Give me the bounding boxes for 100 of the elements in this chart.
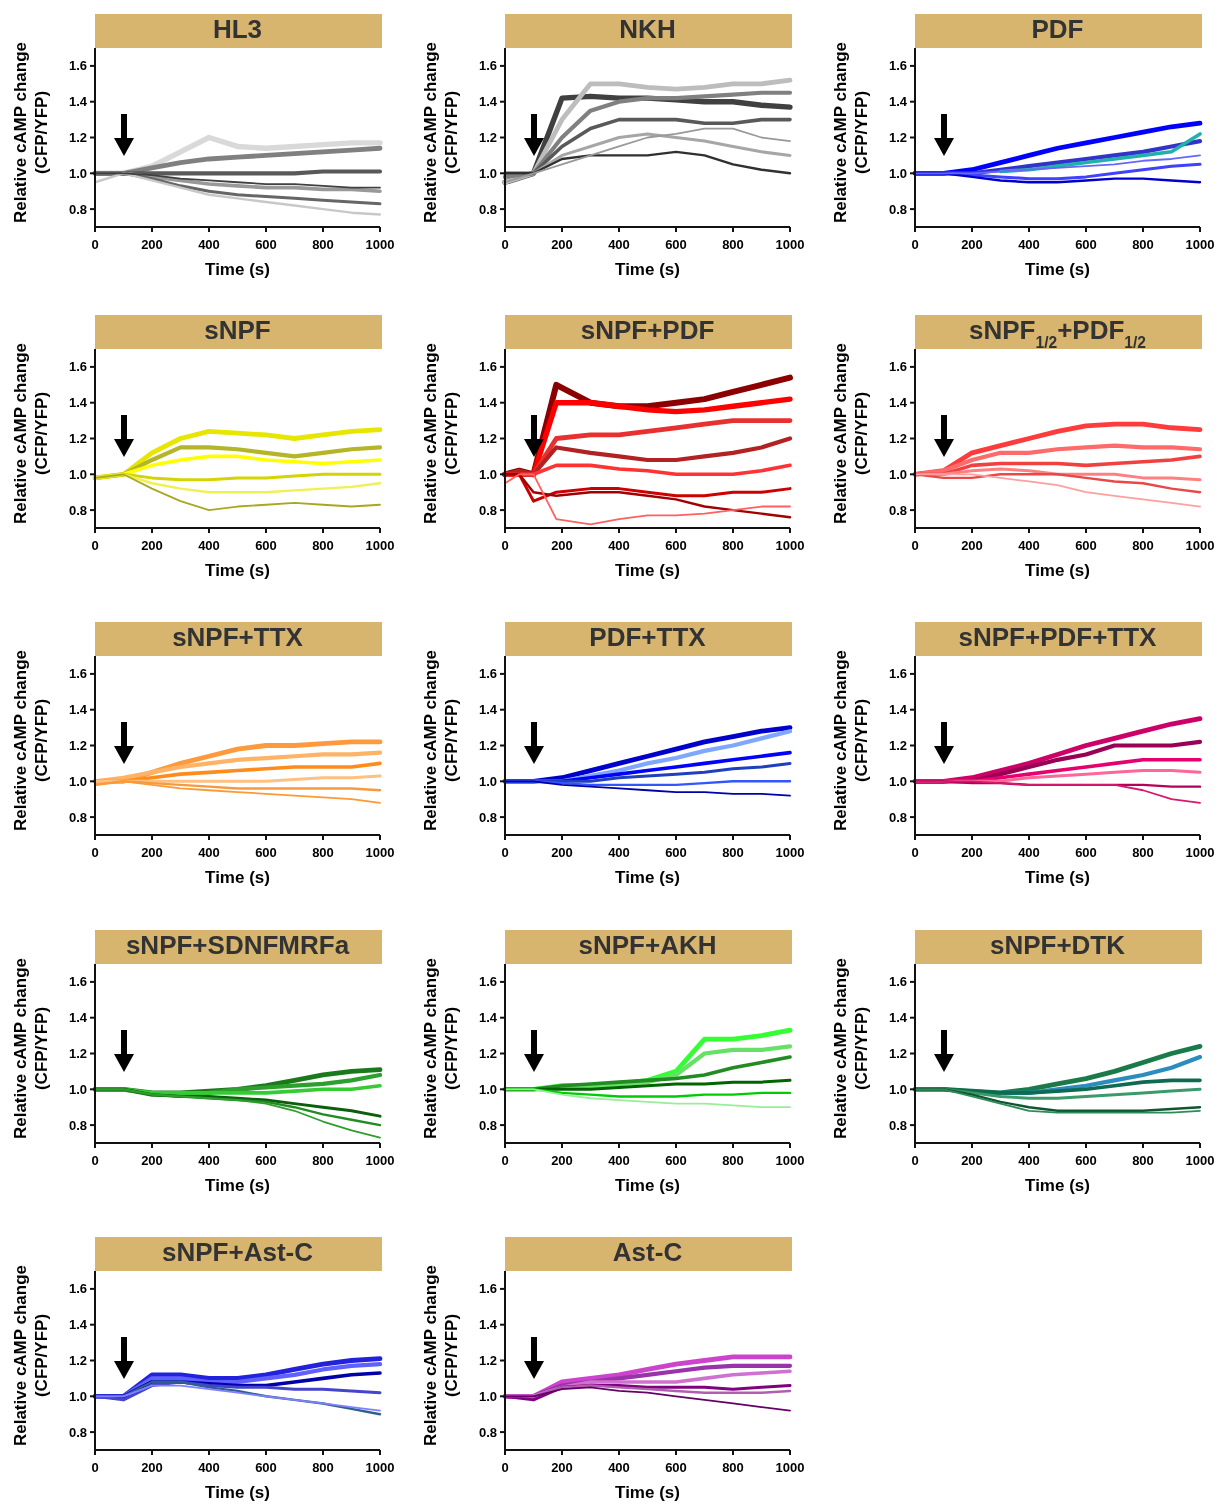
y-tick-label: 1.0 bbox=[478, 466, 497, 482]
y-tick-label: 0.8 bbox=[68, 502, 87, 518]
chart-title: sNPF$_{1/2}$+PDF$_{1/2}$ bbox=[968, 315, 1147, 351]
y-axis-title: Relative cAMP change (CFP/YFP) bbox=[421, 649, 461, 832]
y-tick-label: 0.8 bbox=[478, 502, 497, 518]
x-tick-label: 1000 bbox=[775, 538, 805, 553]
y-tick-label: 0.8 bbox=[888, 809, 907, 825]
x-tick-label: 400 bbox=[198, 845, 220, 860]
x-tick-label: 400 bbox=[608, 1153, 630, 1168]
y-tick-label: 1.4 bbox=[478, 1317, 498, 1333]
x-tick-label: 1000 bbox=[1185, 845, 1215, 860]
x-tick-label: 1000 bbox=[365, 1460, 395, 1475]
y-tick-label: 0.8 bbox=[888, 1117, 907, 1133]
x-tick-label: 800 bbox=[722, 1460, 744, 1475]
x-tick-label: 600 bbox=[1075, 237, 1097, 252]
y-tick-label: 1.0 bbox=[478, 773, 497, 789]
y-tick-label: 0.8 bbox=[478, 809, 497, 825]
y-tick-label: 1.6 bbox=[478, 974, 497, 990]
x-tick-label: 0 bbox=[91, 845, 99, 860]
x-axis-title: Time (s) bbox=[615, 1176, 680, 1195]
y-tick-label: 1.4 bbox=[68, 1317, 88, 1333]
x-tick-label: 0 bbox=[91, 237, 99, 252]
y-tick-label: 0.8 bbox=[478, 1117, 497, 1133]
y-axis-title: Relative cAMP change (CFP/YFP) bbox=[11, 41, 51, 224]
y-tick-label: 1.4 bbox=[68, 702, 88, 718]
y-tick-label: 1.6 bbox=[68, 1281, 87, 1297]
x-tick-label: 600 bbox=[665, 538, 687, 553]
x-tick-label: 600 bbox=[665, 237, 687, 252]
chart-title: NKH bbox=[619, 14, 676, 44]
chart-title: sNPF+TTX bbox=[172, 622, 304, 652]
chart-title: sNPF+PDF+TTX bbox=[958, 622, 1158, 652]
y-tick-label: 1.2 bbox=[68, 1353, 87, 1368]
x-tick-label: 400 bbox=[198, 1153, 220, 1168]
y-tick-label: 1.2 bbox=[478, 1353, 497, 1368]
x-axis-title: Time (s) bbox=[615, 868, 680, 887]
y-tick-label: 1.2 bbox=[888, 738, 907, 753]
y-axis-title: Relative cAMP change (CFP/YFP) bbox=[831, 957, 871, 1140]
y-tick-label: 0.8 bbox=[68, 809, 87, 825]
x-tick-label: 0 bbox=[91, 1460, 99, 1475]
x-tick-label: 800 bbox=[1132, 538, 1154, 553]
x-tick-label: 200 bbox=[141, 538, 163, 553]
x-tick-label: 600 bbox=[665, 1153, 687, 1168]
x-tick-label: 800 bbox=[1132, 237, 1154, 252]
x-tick-label: 600 bbox=[665, 845, 687, 860]
x-axis-title: Time (s) bbox=[205, 561, 270, 580]
y-tick-label: 1.0 bbox=[478, 1081, 497, 1097]
y-tick-label: 1.4 bbox=[478, 1010, 498, 1026]
x-axis-title: Time (s) bbox=[1025, 260, 1090, 279]
x-tick-label: 800 bbox=[312, 237, 334, 252]
y-tick-label: 1.2 bbox=[68, 431, 87, 446]
x-tick-label: 1000 bbox=[365, 845, 395, 860]
y-axis-title: Relative cAMP change (CFP/YFP) bbox=[421, 342, 461, 525]
y-tick-label: 1.4 bbox=[68, 94, 88, 110]
chart-title: sNPF bbox=[204, 315, 271, 345]
chart-title: HL3 bbox=[212, 14, 263, 44]
y-tick-label: 1.0 bbox=[68, 165, 87, 181]
x-tick-label: 600 bbox=[665, 1460, 687, 1475]
y-tick-label: 1.6 bbox=[68, 359, 87, 375]
x-tick-label: 400 bbox=[1018, 538, 1040, 553]
x-tick-label: 0 bbox=[911, 538, 919, 553]
chart-title: PDF+TTX bbox=[589, 622, 707, 652]
x-tick-label: 600 bbox=[255, 237, 277, 252]
x-tick-label: 200 bbox=[961, 845, 983, 860]
x-tick-label: 400 bbox=[608, 1460, 630, 1475]
chart-title: PDF bbox=[1031, 14, 1084, 44]
x-tick-label: 0 bbox=[911, 237, 919, 252]
x-tick-label: 200 bbox=[141, 237, 163, 252]
y-tick-label: 1.2 bbox=[888, 1046, 907, 1061]
x-axis-title: Time (s) bbox=[615, 1483, 680, 1502]
y-tick-label: 1.4 bbox=[478, 395, 498, 411]
x-tick-label: 1000 bbox=[365, 538, 395, 553]
x-tick-label: 400 bbox=[198, 538, 220, 553]
x-tick-label: 800 bbox=[312, 1153, 334, 1168]
x-axis-title: Time (s) bbox=[615, 561, 680, 580]
y-tick-label: 1.0 bbox=[68, 466, 87, 482]
chart-title: sNPF+PDF bbox=[580, 315, 715, 345]
y-tick-label: 1.2 bbox=[478, 431, 497, 446]
x-tick-label: 800 bbox=[312, 845, 334, 860]
y-tick-label: 1.4 bbox=[888, 1010, 908, 1026]
y-tick-label: 1.4 bbox=[68, 395, 88, 411]
x-tick-label: 200 bbox=[961, 538, 983, 553]
x-tick-label: 200 bbox=[551, 1153, 573, 1168]
y-axis-title: Relative cAMP change (CFP/YFP) bbox=[421, 1264, 461, 1447]
x-tick-label: 1000 bbox=[1185, 538, 1215, 553]
y-tick-label: 1.6 bbox=[68, 974, 87, 990]
x-axis-title: Time (s) bbox=[205, 868, 270, 887]
x-tick-label: 400 bbox=[1018, 845, 1040, 860]
y-tick-label: 0.8 bbox=[888, 201, 907, 217]
x-axis-title: Time (s) bbox=[1025, 868, 1090, 887]
x-axis-title: Time (s) bbox=[205, 1176, 270, 1195]
x-tick-label: 200 bbox=[551, 237, 573, 252]
y-tick-label: 1.4 bbox=[478, 94, 498, 110]
y-axis-title: Relative cAMP change (CFP/YFP) bbox=[831, 342, 871, 525]
x-tick-label: 800 bbox=[722, 845, 744, 860]
x-tick-label: 200 bbox=[551, 538, 573, 553]
y-tick-label: 1.6 bbox=[478, 58, 497, 74]
y-tick-label: 1.2 bbox=[478, 1046, 497, 1061]
x-tick-label: 600 bbox=[255, 1460, 277, 1475]
x-tick-label: 600 bbox=[255, 538, 277, 553]
y-tick-label: 1.0 bbox=[888, 1081, 907, 1097]
